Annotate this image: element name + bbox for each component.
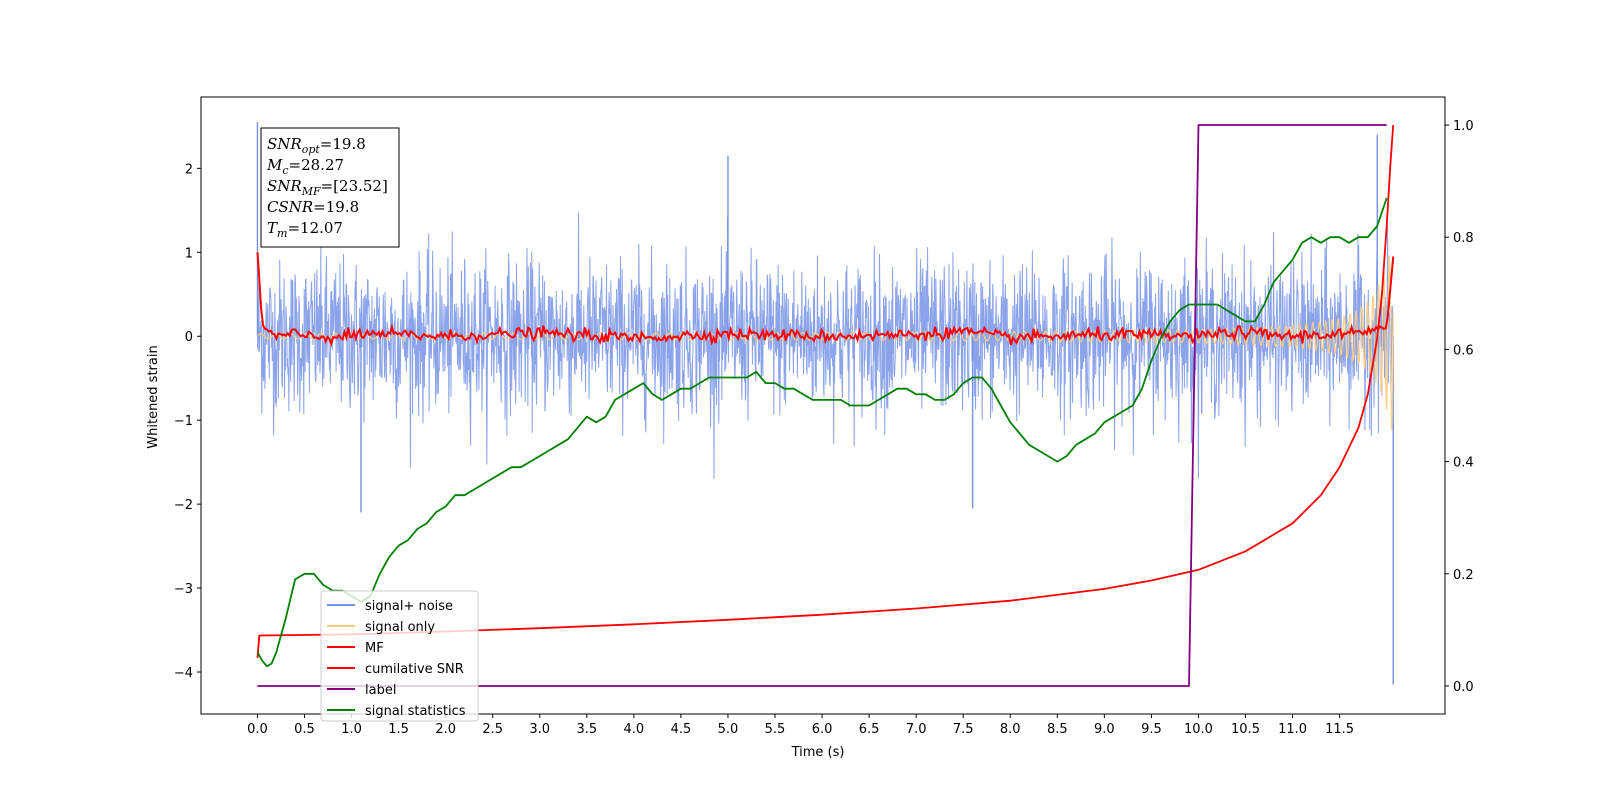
x-tick-label: 7.0 (906, 722, 927, 737)
x-tick-label: 5.5 (765, 722, 786, 737)
annotation-frame (260, 127, 400, 248)
x-tick-label: 2.5 (482, 722, 503, 737)
annotation-line-2: Mc=28.27 (266, 156, 344, 177)
annotation-line-4: CSNR=19.8 (267, 198, 359, 216)
plot-area (256, 122, 1395, 687)
x-tick-label: 8.5 (1047, 722, 1068, 737)
x-tick-label: 6.0 (812, 722, 833, 737)
y-axis-left: −4 −3 −2 −1 0 1 2 (174, 162, 201, 681)
x-axis-title: Time (s) (791, 745, 845, 760)
annotation-line-3: SNRMF=[23.52] (267, 177, 388, 198)
legend-label: signal only (365, 620, 435, 635)
x-tick-label: 10.5 (1231, 722, 1260, 737)
x-tick-label: 8.0 (1000, 722, 1021, 737)
y-tick-label: 1 (185, 246, 193, 261)
legend-label: signal statistics (365, 704, 466, 719)
legend-item: cumilative SNR (327, 662, 464, 677)
legend-frame (320, 590, 479, 722)
x-tick-label: 9.0 (1094, 722, 1115, 737)
y2-tick-label: 0.0 (1453, 680, 1474, 695)
legend-label: MF (365, 641, 384, 656)
series-signal-statistics (256, 197, 1388, 668)
y2-tick-label: 0.6 (1453, 343, 1474, 358)
legend-item: label (327, 683, 396, 698)
x-tick-label: 0.0 (247, 722, 268, 737)
y2-tick-label: 0.8 (1453, 231, 1474, 246)
legend-label: cumilative SNR (365, 662, 464, 677)
series-mf (256, 252, 1395, 348)
x-tick-label: 3.5 (576, 722, 597, 737)
legend-item: signal+ noise (327, 599, 453, 614)
x-tick-label: 11.0 (1278, 722, 1307, 737)
x-tick-label: 2.0 (435, 722, 456, 737)
series-label (257, 124, 1387, 687)
annotation-line-1: SNRopt=19.8 (267, 135, 366, 156)
x-tick-label: 7.5 (953, 722, 974, 737)
x-tick-label: 3.0 (529, 722, 550, 737)
x-tick-label: 11.5 (1325, 722, 1354, 737)
y2-tick-label: 0.2 (1453, 568, 1474, 583)
legend-item: signal statistics (327, 704, 466, 719)
y-tick-label: 2 (185, 162, 193, 177)
y2-tick-label: 0.4 (1453, 456, 1474, 471)
series-cumilative-snr (256, 124, 1395, 658)
annotation-box: SNRopt=19.8 Mc=28.27 SNRMF=[23.52] CSNR=… (260, 127, 400, 248)
legend: signal+ noise signal only MF cumilative SNR… (320, 590, 479, 722)
x-tick-label: 10.0 (1184, 722, 1213, 737)
x-tick-label: 4.0 (624, 722, 645, 737)
axes-frame (200, 96, 1446, 715)
y2-tick-label: 1.0 (1453, 119, 1474, 134)
series-signal-noise (257, 212, 1394, 480)
x-tick-label: 6.5 (859, 722, 880, 737)
y-axis-right: 0.0 0.2 0.4 0.6 0.8 1.0 (1445, 119, 1474, 695)
y-axis-title: Whitened strain (146, 345, 161, 448)
x-axis: 0.0 0.5 1.0 1.5 2.0 2.5 3.0 3.5 4.0 4.5 5.0 5.5 6.0 6… (247, 714, 1354, 737)
x-tick-label: 9.5 (1141, 722, 1162, 737)
y-tick-label: −2 (174, 498, 193, 513)
legend-label: label (365, 683, 396, 698)
y-tick-label: 0 (185, 330, 193, 345)
x-tick-label: 1.5 (388, 722, 409, 737)
x-tick-label: 1.0 (341, 722, 362, 737)
y-tick-label: −4 (174, 666, 193, 681)
x-tick-label: 5.0 (718, 722, 739, 737)
y-tick-label: −3 (174, 582, 193, 597)
annotation-line-5: Tm=12.07 (267, 219, 343, 240)
legend-label: signal+ noise (365, 599, 453, 614)
x-tick-label: 0.5 (294, 722, 315, 737)
x-tick-label: 4.5 (671, 722, 692, 737)
y-tick-label: −1 (174, 414, 193, 429)
legend-item: MF (327, 641, 384, 656)
legend-item: signal only (327, 620, 435, 635)
